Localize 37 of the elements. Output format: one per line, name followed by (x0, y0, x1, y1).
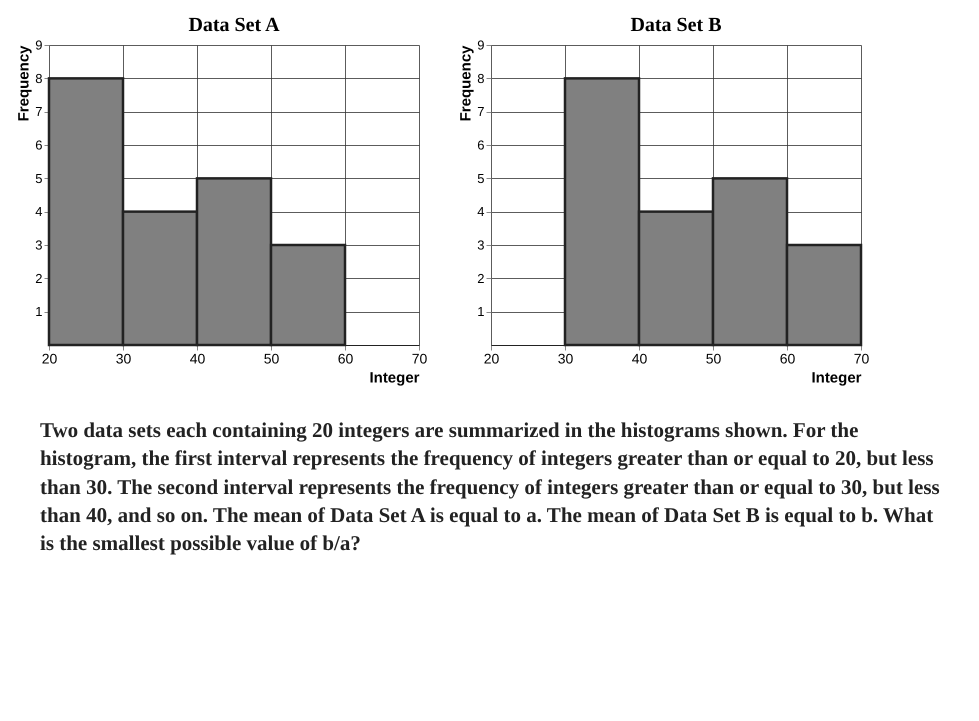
y-tick-label: 7 (35, 104, 42, 120)
x-tick-label: 20 (42, 350, 58, 366)
y-tick-label: 9 (35, 38, 42, 52)
x-tick-label: 40 (190, 350, 206, 366)
y-tick-label: 9 (477, 38, 484, 52)
y-tick-label: 3 (35, 238, 42, 252)
y-tick-label: 5 (477, 170, 484, 186)
y-tick-label: 6 (477, 138, 484, 152)
y-tick-label: 5 (35, 170, 42, 186)
y-tick-label: 1 (477, 304, 484, 320)
y-tick-label: 4 (477, 204, 484, 220)
y-tick-label: 8 (477, 70, 484, 86)
y-tick-label: 7 (477, 104, 484, 120)
y-tick-label: 1 (35, 304, 42, 320)
y-tick-label: 6 (35, 138, 42, 152)
x-tick-label: 40 (632, 350, 648, 366)
y-tick-label: 3 (477, 238, 484, 252)
y-tick-label: 2 (35, 270, 42, 286)
x-tick-label: 30 (558, 350, 574, 366)
x-tick-label: 20 (484, 350, 500, 366)
y-tick-label: 4 (35, 204, 42, 220)
y-tick-label: 2 (477, 270, 484, 286)
y-axis-title: Frequency (457, 44, 474, 122)
x-tick-label: 70 (854, 350, 870, 366)
x-tick-label: 60 (338, 350, 354, 366)
chart-title: Data Set A (188, 14, 280, 36)
chart-title: Data Set B (630, 14, 722, 36)
x-tick-label: 60 (780, 350, 796, 366)
x-tick-label: 70 (412, 350, 428, 366)
x-tick-label: 30 (116, 350, 132, 366)
x-tick-label: 50 (264, 350, 280, 366)
text: Two data sets each containing 20 integers are summarized in the histograms shown. For the histogram, the first interval represents the frequency of integers greater than or equal to 20, but less than 30. The second interval represents the frequency of integers greater than or equal to 30, but less than 40, and so on. The mean of Data Set A is equal to a. The mean of Data Set B is equal to b. What is the smallest possible value of b/a? (40, 417, 940, 558)
x-tick-label: 50 (706, 350, 722, 366)
y-tick-label: 8 (35, 70, 42, 86)
x-axis-title: Integer (369, 370, 420, 386)
y-axis-title: Frequency (15, 44, 32, 122)
x-axis-title: Integer (811, 370, 862, 386)
